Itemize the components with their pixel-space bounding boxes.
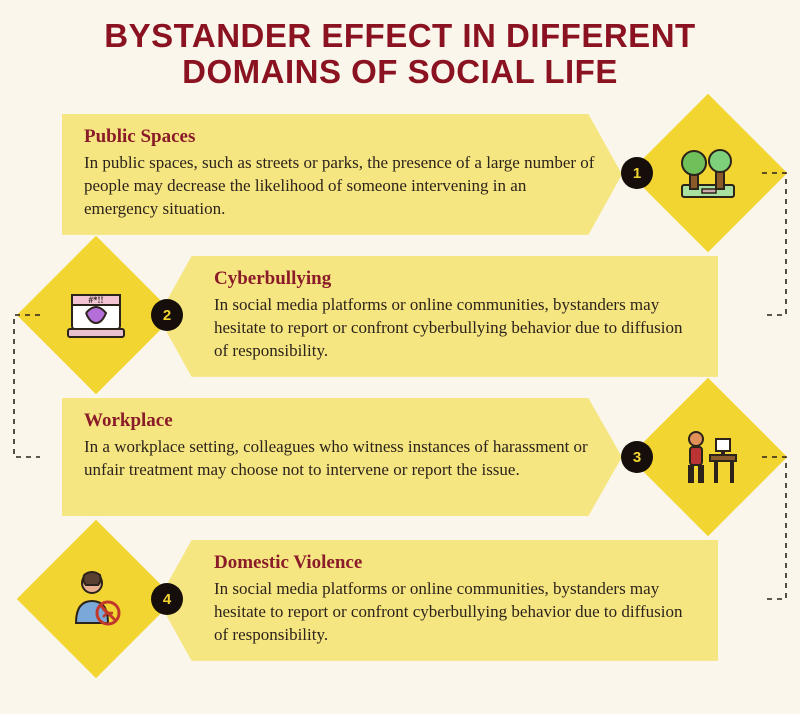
cyber-icon: #*!! (61, 280, 131, 350)
item-body: In a workplace setting, colleagues who w… (84, 436, 600, 482)
item-body: In social media platforms or online comm… (214, 578, 696, 647)
domain-item-2: Cyberbullying In social media platforms o… (0, 250, 740, 380)
item-body: In public spaces, such as streets or par… (84, 152, 600, 221)
item-number-badge: 2 (151, 299, 183, 331)
item-card: Public Spaces In public spaces, such as s… (62, 114, 622, 235)
item-number-badge: 3 (621, 441, 653, 473)
item-body: In social media platforms or online comm… (214, 294, 696, 363)
domain-item-3: Workplace In a workplace setting, colleag… (62, 392, 800, 522)
item-heading: Workplace (84, 410, 600, 432)
item-heading: Domestic Violence (214, 552, 696, 574)
svg-text:#*!!: #*!! (89, 295, 104, 305)
domain-item-4: Domestic Violence In social media platfor… (0, 534, 740, 664)
item-card: Cyberbullying In social media platforms o… (158, 256, 718, 377)
item-number-badge: 1 (621, 157, 653, 189)
domain-item-1: Public Spaces In public spaces, such as s… (62, 108, 800, 238)
item-heading: Public Spaces (84, 126, 600, 148)
desk-icon (673, 422, 743, 492)
item-card: Domestic Violence In social media platfor… (158, 540, 718, 661)
item-number-badge: 4 (151, 583, 183, 615)
park-icon (673, 138, 743, 208)
person-icon (61, 564, 131, 634)
page-title: BYSTANDER EFFECT IN DIFFERENT DOMAINS OF… (0, 0, 800, 101)
item-heading: Cyberbullying (214, 268, 696, 290)
item-card: Workplace In a workplace setting, colleag… (62, 398, 622, 516)
